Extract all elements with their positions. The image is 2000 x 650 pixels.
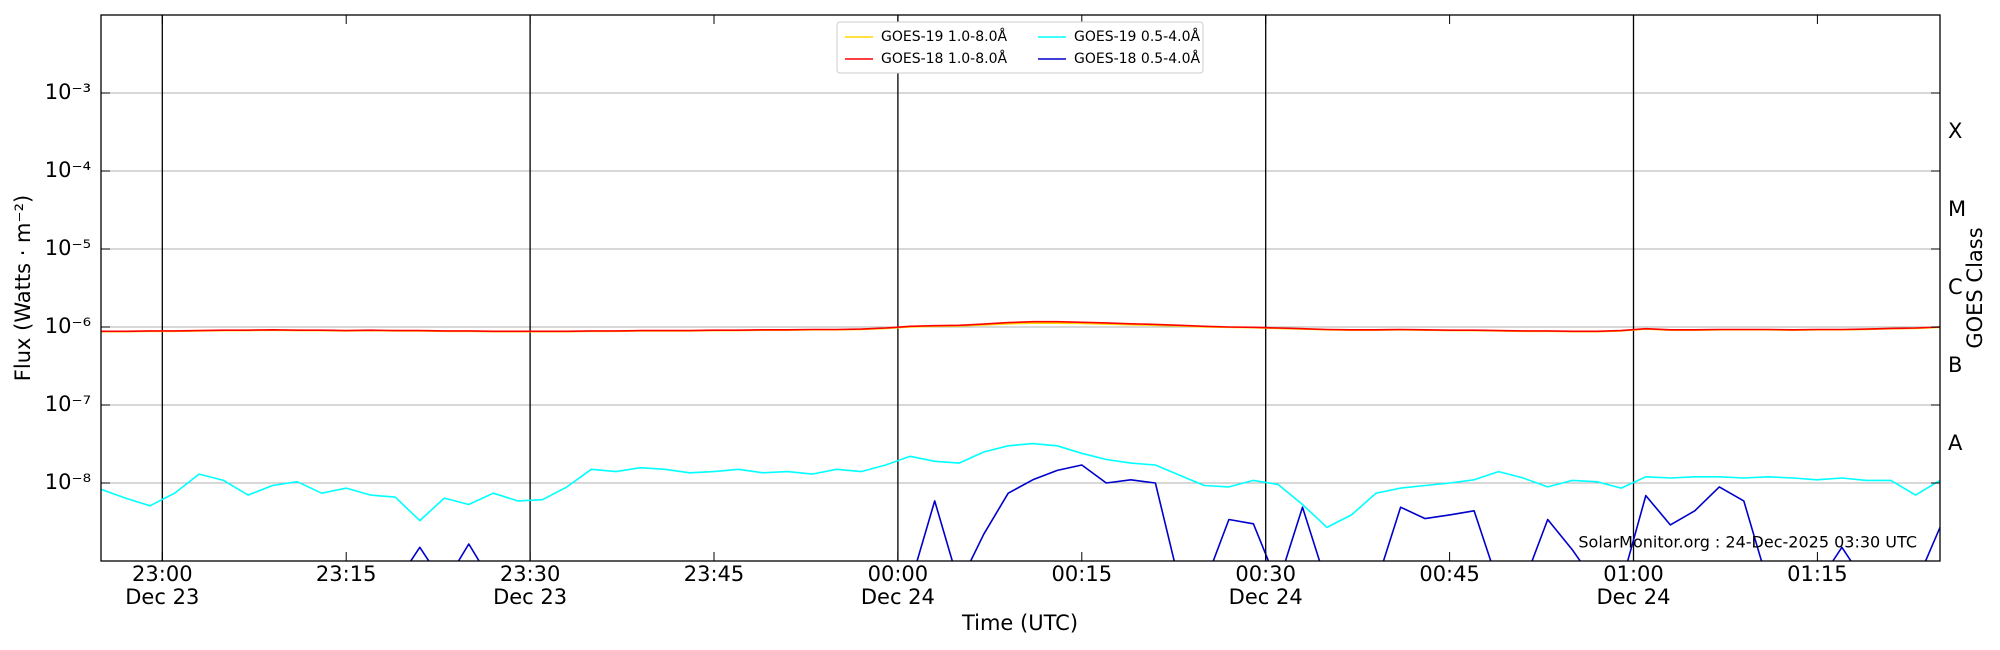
x-tick-label: 23:00 Dec 23 xyxy=(125,562,199,609)
grid xyxy=(101,15,1940,561)
y-tick-label: 10⁻⁴ xyxy=(45,158,91,182)
y2-tick-label: B xyxy=(1948,353,1962,377)
y2-tick-label: C xyxy=(1948,275,1963,299)
legend-label: GOES-18 0.5-4.0Å xyxy=(1074,50,1200,67)
y-axis-label: Flux (Watts · m⁻²) xyxy=(11,195,35,381)
legend-box xyxy=(836,21,1204,74)
x-tick-label: 23:30 Dec 23 xyxy=(493,562,567,609)
axes: 10⁻³ 10⁻⁴ 10⁻⁵ 10⁻⁶ 10⁻⁷ 10⁻⁸ X M C B A 23:00 Dec 23… xyxy=(45,15,1966,609)
legend-label: GOES-19 0.5-4.0Å xyxy=(1074,28,1200,45)
plot-frame xyxy=(100,14,1941,562)
y-tick-label: 10⁻⁸ xyxy=(45,470,91,494)
x-tick-label: 00:00 Dec 24 xyxy=(861,562,935,609)
y-tick-label: 10⁻⁵ xyxy=(45,236,91,260)
x-tick-label: 01:00 Dec 24 xyxy=(1596,562,1670,609)
x-tick-label: 00:45 xyxy=(1419,562,1480,586)
plot-lines xyxy=(101,320,1940,561)
x-axis-label: Time (UTC) xyxy=(961,611,1078,635)
legend: GOES-19 1.0-8.0Å GOES-18 1.0-8.0Å GOES-19 … xyxy=(836,21,1204,74)
y2-tick-label: A xyxy=(1948,431,1963,455)
x-tick-label: 23:45 xyxy=(684,562,745,586)
y-tick-label: 10⁻³ xyxy=(45,80,91,104)
footer: SolarMonitor.org : 24-Dec-2025 03:30 UTC xyxy=(1578,533,1917,552)
x-tick-label: 01:15 xyxy=(1787,562,1848,586)
y2-tick-label: X xyxy=(1948,119,1962,143)
series-line xyxy=(101,320,1940,333)
y2-axis-label: GOES Class xyxy=(1963,227,1987,348)
legend-label: GOES-19 1.0-8.0Å xyxy=(881,28,1007,45)
x-tick-label: 00:30 Dec 24 xyxy=(1229,562,1303,609)
x-tick-label: 00:15 xyxy=(1052,562,1113,586)
x-tick-label: 23:15 xyxy=(316,562,377,586)
series-line xyxy=(101,442,1940,529)
legend-label: GOES-18 1.0-8.0Å xyxy=(881,50,1007,67)
y2-tick-label: M xyxy=(1948,197,1966,221)
y-tick-label: 10⁻⁶ xyxy=(45,314,91,338)
series-line xyxy=(409,464,1940,561)
y-tick-label: 10⁻⁷ xyxy=(45,392,91,416)
